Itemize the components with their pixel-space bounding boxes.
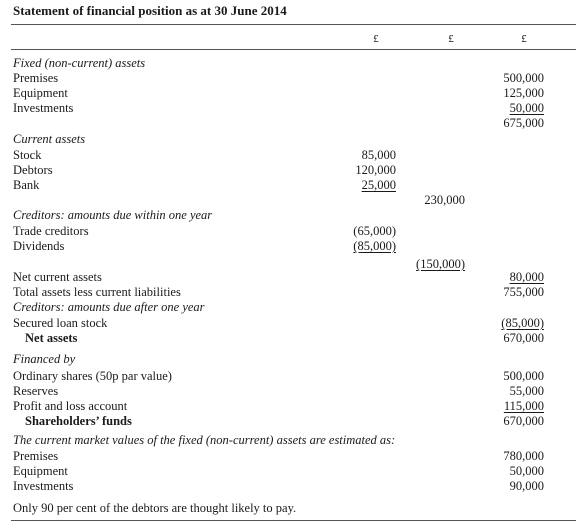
row-label: Secured loan stock — [13, 316, 108, 330]
row-value-c1: 25,000 — [361, 178, 396, 192]
row-label: Investments — [13, 479, 74, 493]
row-label: Equipment — [13, 464, 68, 478]
statement-title: Statement of financial position as at 30… — [13, 3, 287, 18]
row-label: Trade creditors — [13, 224, 89, 238]
row-value-c1: (85,000) — [353, 239, 396, 253]
row-value-c3: 80,000 — [509, 270, 544, 284]
row-value-c3: 55,000 — [509, 384, 544, 398]
row-value-c1: 120,000 — [355, 163, 396, 177]
row-label: Creditors: amounts due after one year — [13, 300, 205, 314]
row-label: The current market values of the fixed (… — [13, 433, 396, 447]
bottom-rule — [11, 520, 576, 521]
row-label: Fixed (non-current) assets — [13, 56, 146, 70]
row-value-c3: 780,000 — [503, 449, 544, 463]
row-label: Financed by — [13, 352, 76, 366]
row-label: Reserves — [13, 384, 59, 398]
currency-header-col3: £ — [521, 33, 527, 45]
row-label: Premises — [13, 449, 59, 463]
row-label: Ordinary shares (50p par value) — [13, 369, 172, 383]
row-value-c3: 90,000 — [509, 479, 544, 493]
row-value-c3: 125,000 — [503, 86, 544, 100]
row-label: Debtors — [13, 163, 53, 177]
row-label: Profit and loss account — [13, 399, 128, 413]
row-value-c1: (65,000) — [353, 224, 396, 238]
row-label: Dividends — [13, 239, 65, 253]
row-value-c3: 670,000 — [503, 414, 544, 428]
row-label: Total assets less current liabilities — [13, 285, 181, 299]
row-label: Bank — [13, 178, 40, 192]
row-label: Stock — [13, 148, 42, 162]
row-value-c3: 670,000 — [503, 331, 544, 345]
currency-header-col2: £ — [448, 33, 454, 45]
top-rule — [11, 24, 576, 25]
header-rule — [11, 49, 576, 50]
row-label: Shareholders’ funds — [25, 414, 132, 428]
row-value-c3: 115,000 — [503, 399, 544, 413]
row-value-c3: 50,000 — [509, 101, 544, 115]
row-value-c3: 500,000 — [503, 369, 544, 383]
row-label: Premises — [13, 71, 59, 85]
row-value-c2: (150,000) — [416, 257, 465, 271]
row-value-c3: 675,000 — [503, 116, 544, 130]
row-value-c3: 755,000 — [503, 285, 544, 299]
row-value-c2: 230,000 — [424, 193, 465, 207]
row-value-c3: 500,000 — [503, 71, 544, 85]
currency-header-col1: £ — [373, 33, 379, 45]
row-value-c3: 50,000 — [509, 464, 544, 478]
row-value-c3: (85,000) — [501, 316, 544, 330]
row-label: Net current assets — [13, 270, 102, 284]
row-label: Investments — [13, 101, 74, 115]
row-label: Only 90 per cent of the debtors are thou… — [13, 501, 297, 515]
row-label: Creditors: amounts due within one year — [13, 208, 213, 222]
row-value-c1: 85,000 — [361, 148, 396, 162]
row-label: Current assets — [13, 132, 86, 146]
row-label: Net assets — [25, 331, 78, 345]
row-label: Equipment — [13, 86, 68, 100]
